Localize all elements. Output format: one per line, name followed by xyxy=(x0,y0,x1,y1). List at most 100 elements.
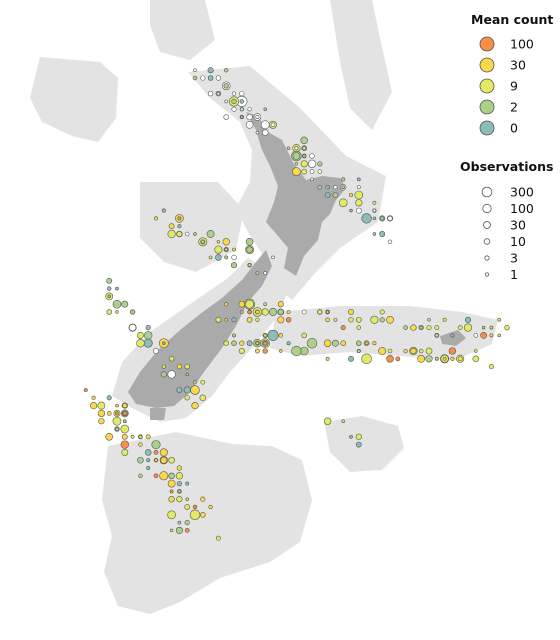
mean-count-label: 2 xyxy=(510,100,518,115)
observation-marker xyxy=(317,309,323,315)
observation-marker xyxy=(138,434,143,439)
observation-marker xyxy=(168,223,175,230)
observation-marker xyxy=(349,208,353,213)
observation-marker xyxy=(177,216,182,221)
campbell-plateau xyxy=(102,432,312,614)
observation-marker xyxy=(223,340,229,346)
observation-marker xyxy=(263,271,268,275)
observation-marker xyxy=(292,167,301,176)
observation-marker xyxy=(246,246,253,253)
observation-marker xyxy=(106,395,112,401)
observation-marker xyxy=(121,433,128,440)
observation-marker xyxy=(263,341,268,346)
observation-marker xyxy=(332,192,339,198)
observation-marker xyxy=(323,339,332,347)
observation-marker xyxy=(246,316,253,323)
mean-count-label: 0 xyxy=(510,121,518,136)
observation-marker xyxy=(356,185,361,190)
observation-marker xyxy=(193,68,197,72)
observation-marker xyxy=(300,160,308,168)
observation-marker xyxy=(216,91,221,96)
observation-size-label: 100 xyxy=(510,201,534,216)
observation-marker xyxy=(372,232,377,236)
observation-marker xyxy=(90,402,98,410)
observation-marker xyxy=(214,245,223,254)
observation-marker xyxy=(261,308,269,316)
observation-marker xyxy=(224,318,228,322)
observation-marker xyxy=(292,152,301,160)
observation-marker xyxy=(246,340,253,347)
observation-marker xyxy=(268,307,278,317)
observation-marker xyxy=(114,411,120,416)
mean-count-swatch xyxy=(479,78,495,94)
observation-marker xyxy=(183,386,191,394)
observation-marker xyxy=(107,294,111,299)
observation-marker xyxy=(286,310,291,314)
observation-marker xyxy=(473,333,479,338)
observation-marker xyxy=(97,401,106,410)
observation-marker xyxy=(230,262,238,269)
observation-marker xyxy=(143,331,153,340)
observation-marker xyxy=(410,324,417,331)
observation-marker xyxy=(98,418,105,425)
observation-marker xyxy=(167,510,176,520)
observation-marker xyxy=(206,230,215,238)
observation-marker xyxy=(340,325,346,331)
mean-count-label: 9 xyxy=(510,79,518,94)
observation-marker xyxy=(325,356,330,361)
observation-marker xyxy=(184,363,190,370)
observation-marker xyxy=(442,317,447,322)
observation-marker xyxy=(130,434,135,439)
observation-marker xyxy=(434,325,440,331)
observation-marker xyxy=(208,504,213,510)
observation-marker xyxy=(463,323,473,332)
observation-marker xyxy=(255,309,260,315)
observation-marker xyxy=(379,317,385,323)
observation-marker xyxy=(106,309,112,315)
observation-marker xyxy=(200,379,206,385)
observation-marker xyxy=(380,216,385,221)
observation-marker xyxy=(361,213,372,224)
northeast-shelf-area xyxy=(330,0,392,130)
observation-marker xyxy=(294,162,299,166)
observation-marker xyxy=(215,254,222,261)
seabed-shelf-areas xyxy=(30,0,498,614)
observation-marker xyxy=(240,107,244,111)
observation-marker xyxy=(277,301,284,308)
observation-marker xyxy=(185,497,189,501)
observation-size-label: 300 xyxy=(510,185,534,200)
observation-marker xyxy=(285,317,292,323)
observation-marker xyxy=(356,349,361,353)
observation-marker xyxy=(176,480,183,487)
observation-marker xyxy=(356,177,361,182)
observation-marker xyxy=(91,395,96,400)
observation-marker xyxy=(361,353,372,365)
observation-marker xyxy=(246,113,253,121)
observation-marker xyxy=(278,333,284,338)
observation-marker xyxy=(267,329,279,341)
observation-marker xyxy=(184,504,191,510)
observation-marker xyxy=(387,348,393,354)
observation-marker xyxy=(317,161,323,167)
observation-marker xyxy=(168,456,175,464)
observation-marker xyxy=(122,411,128,416)
observation-size-label: 1 xyxy=(510,267,518,282)
observation-marker xyxy=(160,456,168,464)
observation-marker xyxy=(302,146,307,151)
observation-marker xyxy=(355,441,362,448)
observation-marker xyxy=(497,333,501,338)
observation-marker xyxy=(347,308,355,316)
observation-marker xyxy=(224,255,229,260)
observation-marker xyxy=(176,231,183,237)
observation-marker xyxy=(121,448,129,456)
observation-marker xyxy=(184,520,190,526)
observation-marker xyxy=(255,271,260,275)
observation-marker xyxy=(370,315,379,324)
north-island xyxy=(246,112,346,276)
observation-marker xyxy=(128,323,137,332)
observation-marker xyxy=(216,240,221,244)
observation-marker xyxy=(154,458,158,463)
observation-marker xyxy=(255,317,260,322)
observation-marker xyxy=(481,325,486,330)
